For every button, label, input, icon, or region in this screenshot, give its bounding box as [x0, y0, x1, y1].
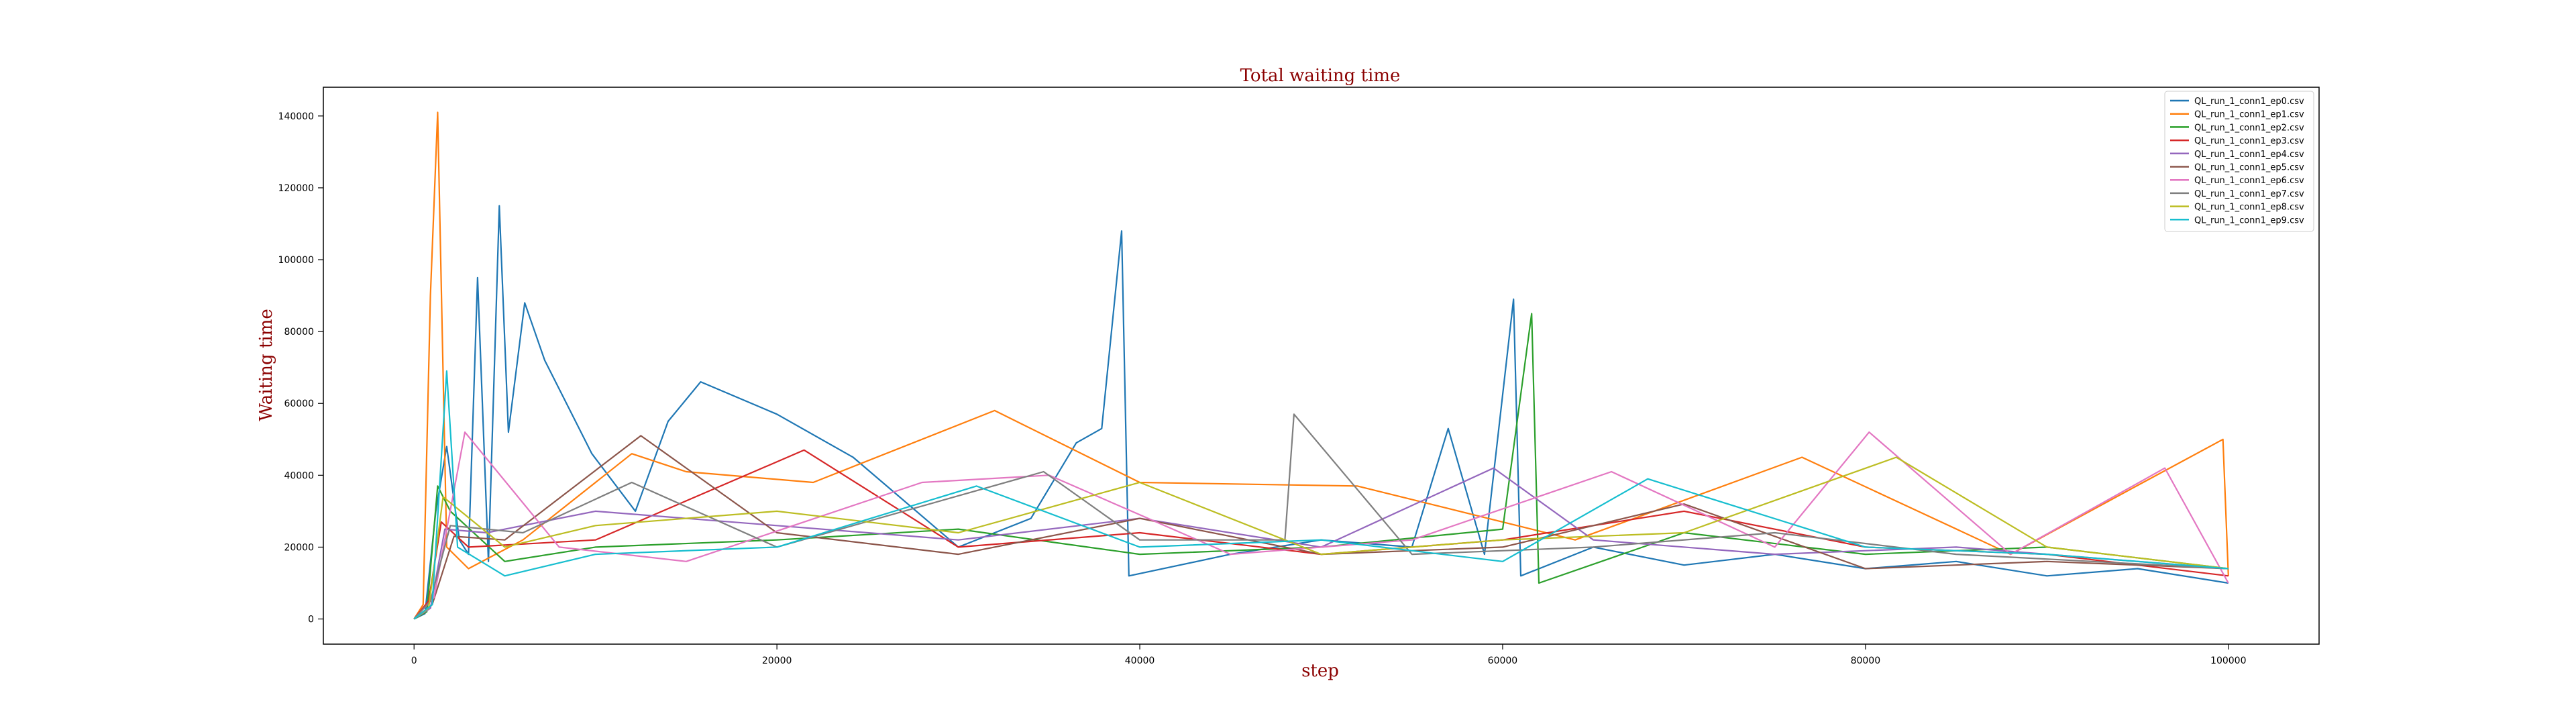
- series-line-0: [413, 205, 2229, 620]
- legend-label-7: QL_run_1_conn1_ep7.csv: [2194, 189, 2304, 199]
- x-tick-label: 60000: [1488, 656, 1518, 666]
- x-axis-label: step: [1301, 661, 1339, 681]
- series-line-7: [413, 413, 2229, 620]
- x-tick-label: 20000: [762, 656, 792, 666]
- x-tick-label: 80000: [1851, 656, 1881, 666]
- y-tick-label: 60000: [284, 399, 314, 409]
- tick-layer: 0 20000 40000 60000 80000 100000 0 20000 40000 60…: [278, 111, 2247, 666]
- x-tick-label: 100000: [2210, 656, 2246, 666]
- series-line-4: [413, 467, 2229, 620]
- legend: QL_run_1_conn1_ep0.csv QL_run_1_conn1_ep1…: [2164, 91, 2314, 232]
- series-line-3: [413, 449, 2229, 620]
- legend-label-0: QL_run_1_conn1_ep0.csv: [2194, 97, 2304, 107]
- plot-frame: [323, 87, 2320, 645]
- legend-label-8: QL_run_1_conn1_ep8.csv: [2194, 203, 2304, 213]
- series-line-2: [413, 313, 2229, 620]
- y-axis-label: Waiting time: [256, 309, 276, 421]
- legend-label-1: QL_run_1_conn1_ep1.csv: [2194, 110, 2304, 120]
- legend-label-6: QL_run_1_conn1_ep6.csv: [2194, 176, 2304, 186]
- x-tick-label: 40000: [1125, 656, 1155, 666]
- chart-title: Total waiting time: [1240, 66, 1401, 86]
- series-line-8: [413, 456, 2229, 620]
- legend-label-5: QL_run_1_conn1_ep5.csv: [2194, 163, 2304, 173]
- y-tick-label: 80000: [284, 327, 314, 337]
- y-tick-label: 140000: [278, 111, 314, 122]
- y-tick-label: 20000: [284, 542, 314, 553]
- legend-label-9: QL_run_1_conn1_ep9.csv: [2194, 215, 2304, 225]
- legend-label-4: QL_run_1_conn1_ep4.csv: [2194, 150, 2304, 160]
- y-tick-label: 120000: [278, 183, 314, 194]
- legend-label-3: QL_run_1_conn1_ep3.csv: [2194, 136, 2304, 146]
- y-tick-label: 0: [308, 615, 314, 625]
- series-line-6: [413, 431, 2229, 620]
- x-tick-label: 0: [411, 656, 417, 666]
- series-layer: [413, 111, 2229, 620]
- y-tick-label: 100000: [278, 255, 314, 266]
- legend-label-2: QL_run_1_conn1_ep2.csv: [2194, 123, 2304, 133]
- legend-box: [2164, 91, 2314, 232]
- series-line-9: [413, 370, 2229, 620]
- y-tick-label: 40000: [284, 470, 314, 481]
- series-line-5: [413, 435, 2229, 620]
